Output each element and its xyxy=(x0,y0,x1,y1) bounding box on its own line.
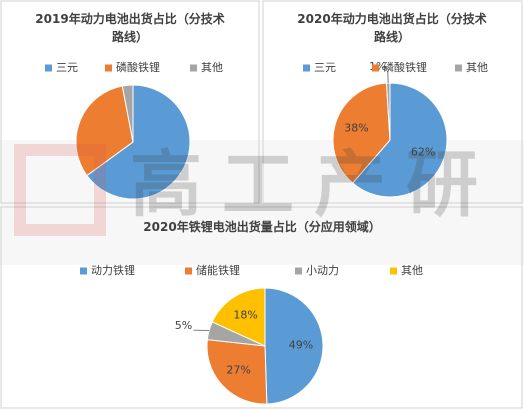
pie-slice xyxy=(351,82,448,198)
legend-swatch xyxy=(295,267,302,275)
data-label: 38% xyxy=(344,122,368,135)
pie-slice xyxy=(206,339,268,405)
panel-border xyxy=(0,206,523,409)
legend-swatch xyxy=(390,267,397,275)
legend-swatch xyxy=(185,267,192,275)
pie-slice xyxy=(264,287,324,405)
legend-swatch xyxy=(303,64,310,72)
chart-title: 2020年铁锂电池出货量占比（分应用领域） xyxy=(143,220,381,234)
chart-title: 2019年动力电池出货占比（分技术路线） xyxy=(35,12,225,44)
data-label: 62% xyxy=(411,145,435,158)
legend-swatch xyxy=(80,267,87,275)
panel-border xyxy=(0,0,260,204)
legend-label: 动力铁锂 xyxy=(91,263,135,277)
pie-slice xyxy=(86,84,191,200)
watermark-logo xyxy=(14,144,106,236)
legend-swatch xyxy=(45,64,52,72)
panel-border xyxy=(262,0,523,204)
pie-slice xyxy=(211,287,266,347)
legend-label: 其他 xyxy=(201,61,223,74)
legend-swatch xyxy=(372,64,379,72)
legend-label: 其他 xyxy=(466,61,488,74)
legend-swatch xyxy=(105,64,112,72)
pie-slice xyxy=(75,85,134,177)
legend-label: 其他 xyxy=(401,264,423,277)
legend-swatch xyxy=(190,64,197,72)
pie-slice xyxy=(121,84,134,143)
data-label: 5% xyxy=(175,319,192,332)
legend-label: 小动力 xyxy=(306,264,339,277)
watermark: 高工产研 xyxy=(130,143,498,227)
legend-label: 磷酸铁锂 xyxy=(383,60,427,74)
chart-title: 2020年动力电池出货占比（分技术路线） xyxy=(297,12,487,44)
legend-label: 储能铁锂 xyxy=(196,263,240,277)
data-label: 49% xyxy=(289,338,313,351)
data-label: 18% xyxy=(233,309,257,322)
pie-slice xyxy=(332,82,391,184)
legend-label: 三元 xyxy=(314,61,336,74)
data-label: 27% xyxy=(226,363,250,376)
legend-label: 三元 xyxy=(56,61,78,74)
pie-slice xyxy=(385,82,391,141)
legend-label: 磷酸铁锂 xyxy=(116,60,160,74)
legend-swatch xyxy=(455,64,462,72)
